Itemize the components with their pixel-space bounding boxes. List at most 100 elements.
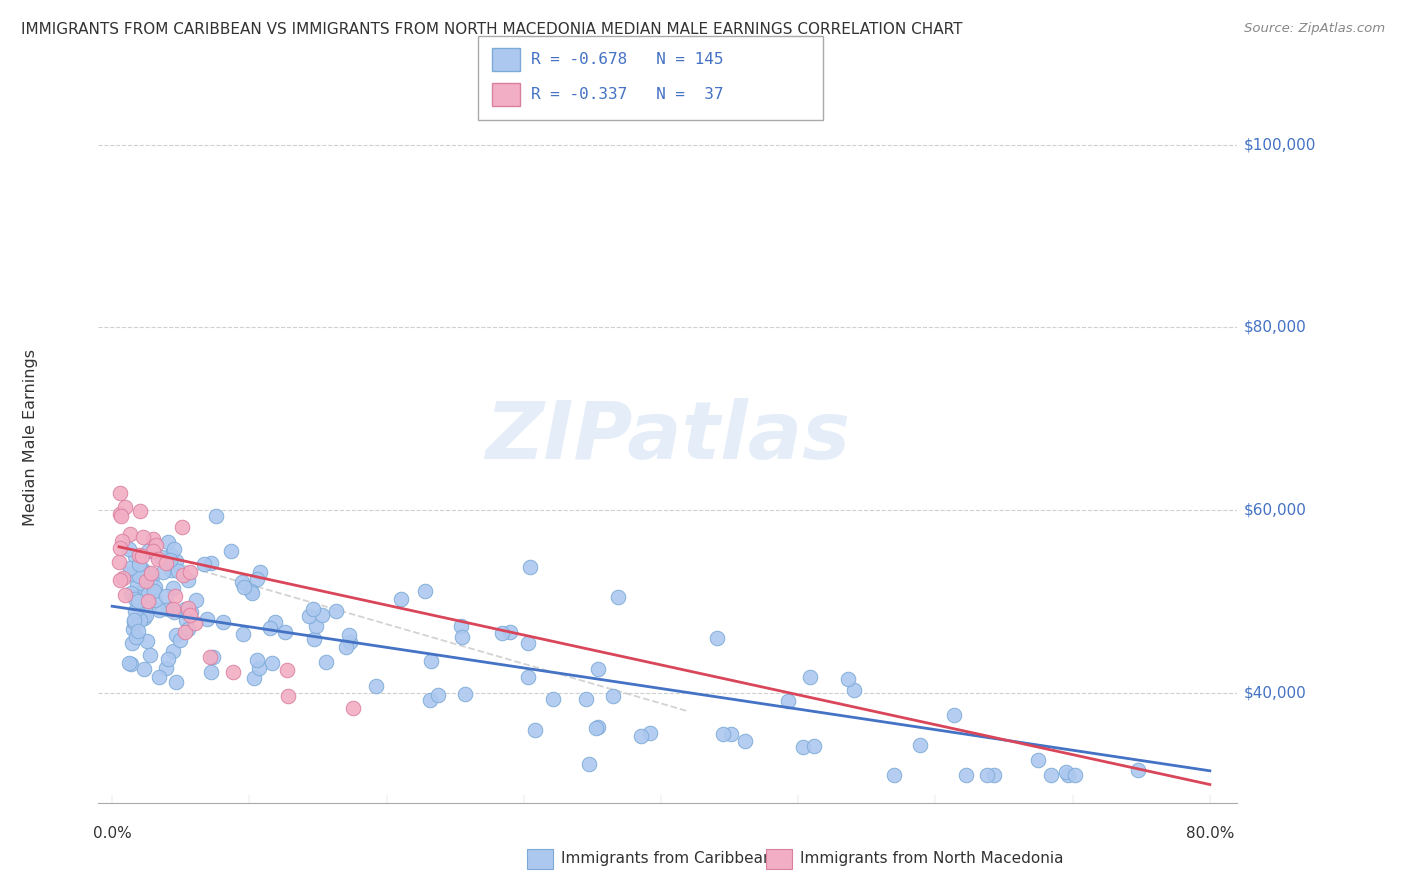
Point — [155, 661, 177, 675]
Point — [883, 768, 905, 782]
Point — [148, 551, 170, 566]
Point — [222, 665, 245, 679]
Point — [325, 604, 347, 618]
Point — [118, 527, 141, 541]
Point — [249, 565, 271, 579]
Point — [136, 544, 159, 558]
Point — [389, 592, 412, 607]
Point — [177, 573, 200, 587]
Point — [114, 588, 136, 602]
Point — [799, 670, 821, 684]
Point — [602, 689, 624, 703]
Point — [142, 544, 165, 558]
Point — [155, 589, 177, 603]
Text: R = -0.337   N =  37: R = -0.337 N = 37 — [531, 87, 724, 102]
Point — [121, 566, 143, 581]
Point — [165, 675, 187, 690]
Point — [450, 630, 472, 644]
Point — [128, 548, 150, 562]
Point — [263, 615, 285, 630]
Point — [200, 556, 222, 570]
Point — [170, 520, 193, 534]
Point — [139, 598, 162, 612]
Text: Immigrants from North Macedonia: Immigrants from North Macedonia — [800, 851, 1063, 865]
Point — [139, 574, 162, 589]
Point — [155, 556, 177, 570]
Point — [132, 530, 155, 544]
Point — [427, 689, 450, 703]
Point — [114, 500, 136, 514]
Point — [711, 726, 734, 740]
Point — [302, 632, 325, 646]
Point — [243, 671, 266, 685]
Point — [842, 683, 865, 698]
Point — [148, 670, 170, 684]
Point — [159, 553, 181, 567]
Point — [734, 734, 756, 748]
Point — [160, 563, 183, 577]
Point — [120, 657, 142, 672]
Point — [342, 701, 364, 715]
Point — [141, 570, 163, 584]
Point — [136, 634, 159, 648]
Point — [1128, 763, 1150, 777]
Text: R = -0.678   N = 145: R = -0.678 N = 145 — [531, 53, 724, 67]
Point — [240, 586, 263, 600]
Point — [163, 541, 186, 556]
Point — [1056, 764, 1078, 779]
Point — [148, 603, 170, 617]
Point — [120, 561, 142, 575]
Point — [134, 662, 156, 676]
Point — [162, 605, 184, 619]
Point — [128, 569, 150, 583]
Point — [127, 594, 149, 608]
Point — [302, 601, 325, 615]
Point — [246, 653, 269, 667]
Point — [122, 615, 145, 629]
Point — [165, 554, 187, 568]
Point — [983, 768, 1005, 782]
Point — [179, 608, 201, 623]
Point — [364, 679, 387, 693]
Point — [136, 587, 159, 601]
Point — [233, 580, 256, 594]
Point — [232, 627, 254, 641]
Point — [176, 623, 198, 637]
Point — [184, 616, 207, 631]
Point — [131, 562, 153, 576]
Point — [450, 619, 472, 633]
Point — [136, 566, 159, 581]
Text: $40,000: $40,000 — [1244, 686, 1308, 700]
Point — [184, 592, 207, 607]
Point — [125, 577, 148, 591]
Point — [174, 602, 197, 616]
Point — [108, 555, 131, 569]
Point — [298, 609, 321, 624]
Point — [976, 768, 998, 782]
Point — [149, 550, 172, 565]
Point — [413, 584, 436, 599]
Point — [200, 650, 222, 665]
Point — [174, 625, 197, 640]
Text: Median Male Earnings: Median Male Earnings — [22, 349, 38, 525]
Point — [311, 607, 333, 622]
Point — [586, 720, 609, 734]
Point — [110, 509, 132, 524]
Point — [1056, 768, 1078, 782]
Point — [121, 636, 143, 650]
Point — [1064, 768, 1087, 782]
Point — [247, 661, 270, 675]
Point — [231, 574, 253, 589]
Point — [260, 656, 283, 670]
Point — [128, 557, 150, 571]
Point — [129, 504, 152, 518]
Point — [792, 739, 814, 754]
Point — [143, 580, 166, 594]
Point — [135, 574, 157, 588]
Point — [523, 723, 546, 738]
Point — [706, 631, 728, 645]
Point — [120, 566, 142, 581]
Point — [778, 694, 800, 708]
Point — [337, 628, 360, 642]
Point — [111, 571, 134, 585]
